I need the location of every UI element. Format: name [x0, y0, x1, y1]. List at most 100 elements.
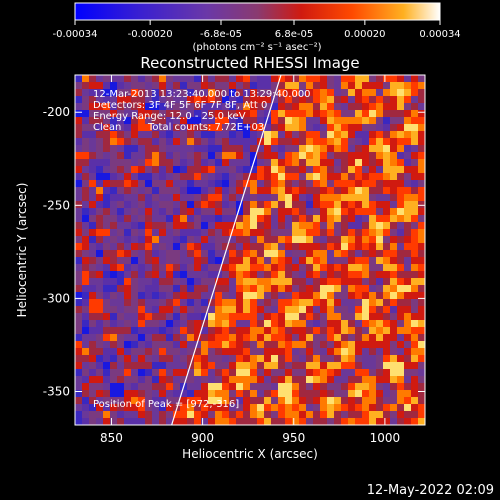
heatmap-cell	[320, 215, 327, 222]
heatmap-cell	[89, 145, 96, 152]
x-tick-label: 850	[100, 431, 123, 445]
heatmap-cell	[187, 194, 194, 201]
heatmap-cell	[131, 187, 138, 194]
heatmap-cell	[390, 278, 397, 285]
heatmap-cell	[124, 222, 131, 229]
heatmap-cell	[131, 215, 138, 222]
heatmap-cell	[201, 131, 208, 138]
heatmap-cell	[166, 306, 173, 313]
heatmap-cell	[250, 145, 257, 152]
heatmap-cell	[208, 187, 215, 194]
heatmap-cell	[383, 292, 390, 299]
heatmap-cell	[285, 271, 292, 278]
heatmap-cell	[180, 229, 187, 236]
heatmap-cell	[292, 152, 299, 159]
heatmap-cell	[215, 124, 222, 131]
heatmap-cell	[411, 82, 418, 89]
heatmap-cell	[250, 348, 257, 355]
heatmap-cell	[292, 208, 299, 215]
heatmap-cell	[194, 348, 201, 355]
heatmap-cell	[194, 166, 201, 173]
heatmap-cell	[334, 257, 341, 264]
heatmap-cell	[187, 89, 194, 96]
heatmap-cell	[75, 285, 82, 292]
heatmap-cell	[320, 152, 327, 159]
heatmap-cell	[215, 117, 222, 124]
heatmap-cell	[236, 117, 243, 124]
heatmap-cell	[383, 194, 390, 201]
heatmap-cell	[194, 152, 201, 159]
heatmap-cell	[173, 299, 180, 306]
heatmap-cell	[152, 103, 159, 110]
heatmap-cell	[166, 334, 173, 341]
heatmap-cell	[138, 285, 145, 292]
heatmap-cell	[159, 103, 166, 110]
heatmap-cell	[334, 278, 341, 285]
heatmap-cell	[215, 411, 222, 418]
heatmap-cell	[250, 404, 257, 411]
heatmap-cell	[145, 390, 152, 397]
heatmap-cell	[222, 138, 229, 145]
heatmap-cell	[341, 187, 348, 194]
heatmap-cell	[229, 145, 236, 152]
heatmap-cell	[152, 313, 159, 320]
heatmap-cell	[320, 89, 327, 96]
heatmap-cell	[124, 229, 131, 236]
heatmap-cell	[313, 271, 320, 278]
heatmap-cell	[103, 341, 110, 348]
heatmap-cell	[411, 299, 418, 306]
heatmap-cell	[89, 418, 96, 425]
heatmap-cell	[194, 138, 201, 145]
heatmap-cell	[397, 334, 404, 341]
heatmap-cell	[187, 173, 194, 180]
heatmap-cell	[320, 208, 327, 215]
heatmap-cell	[173, 152, 180, 159]
heatmap-cell	[124, 404, 131, 411]
heatmap-cell	[145, 334, 152, 341]
heatmap-cell	[271, 124, 278, 131]
heatmap-cell	[173, 418, 180, 425]
heatmap-cell	[215, 369, 222, 376]
heatmap-cell	[145, 369, 152, 376]
heatmap-cell	[299, 404, 306, 411]
heatmap-cell	[152, 82, 159, 89]
heatmap-cell	[348, 278, 355, 285]
heatmap-cell	[411, 334, 418, 341]
heatmap-cell	[355, 362, 362, 369]
heatmap-cell	[201, 257, 208, 264]
heatmap-cell	[362, 264, 369, 271]
heatmap-cell	[383, 75, 390, 82]
heatmap-cell	[362, 159, 369, 166]
heatmap-cell	[299, 257, 306, 264]
heatmap-cell	[96, 173, 103, 180]
heatmap-cell	[355, 180, 362, 187]
heatmap-cell	[103, 299, 110, 306]
heatmap-cell	[404, 355, 411, 362]
heatmap-cell	[208, 390, 215, 397]
heatmap-cell	[306, 243, 313, 250]
heatmap-cell	[131, 208, 138, 215]
heatmap-cell	[201, 404, 208, 411]
heatmap-cell	[341, 208, 348, 215]
heatmap-cell	[82, 208, 89, 215]
heatmap-cell	[166, 180, 173, 187]
heatmap-cell	[131, 222, 138, 229]
heatmap-cell	[201, 341, 208, 348]
heatmap-cell	[229, 131, 236, 138]
heatmap-cell	[369, 390, 376, 397]
heatmap-cell	[250, 264, 257, 271]
heatmap-cell	[117, 369, 124, 376]
heatmap-cell	[355, 166, 362, 173]
heatmap-cell	[355, 89, 362, 96]
heatmap-cell	[348, 257, 355, 264]
heatmap-cell	[418, 390, 425, 397]
heatmap-cell	[215, 404, 222, 411]
heatmap-cell	[194, 243, 201, 250]
heatmap-cell	[348, 411, 355, 418]
heatmap-cell	[82, 194, 89, 201]
heatmap-cell	[173, 341, 180, 348]
heatmap-cell	[194, 390, 201, 397]
heatmap-cell	[201, 201, 208, 208]
heatmap-cell	[404, 271, 411, 278]
heatmap-cell	[173, 306, 180, 313]
